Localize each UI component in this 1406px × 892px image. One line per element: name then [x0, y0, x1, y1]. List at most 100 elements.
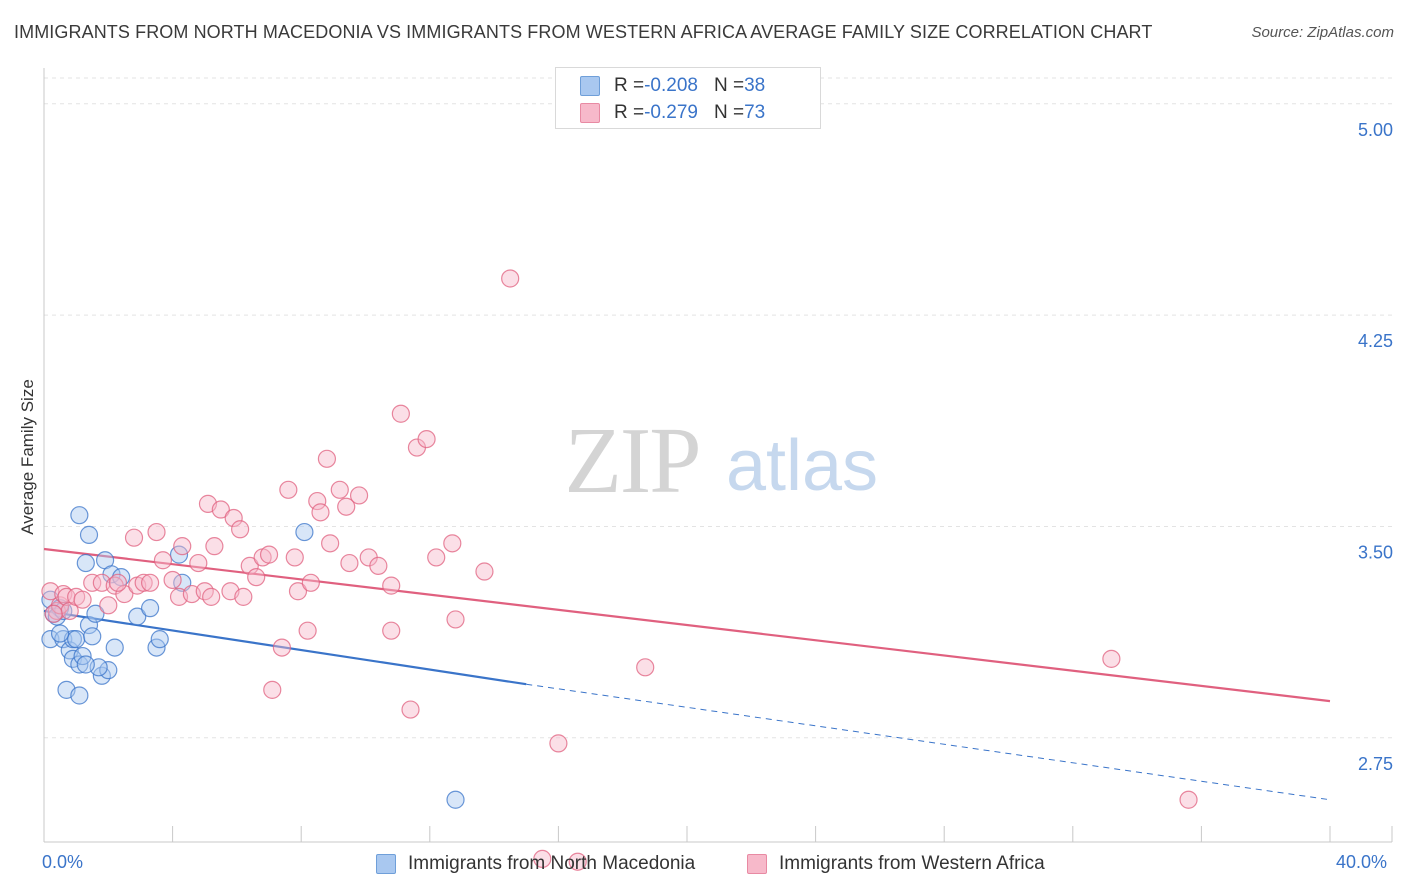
data-point-blue [446, 790, 465, 809]
data-point-pink [211, 500, 230, 519]
data-point-pink [147, 522, 166, 542]
data-point-pink [301, 573, 320, 592]
data-point-pink [337, 497, 356, 516]
data-point-pink [124, 528, 144, 547]
y-tick-label: 5.00 [1358, 120, 1393, 140]
data-point-blue [79, 615, 99, 635]
data-point-blue [128, 607, 147, 626]
legend-row-western-africa: R = -0.279 N = 73 [580, 101, 765, 125]
data-point-pink [308, 491, 327, 511]
data-point-blue [83, 627, 102, 646]
trend-line-blue [43, 609, 527, 686]
data-point-pink [189, 553, 208, 573]
bottom-legend-north-macedonia: Immigrants from North Macedonia [376, 852, 695, 876]
bottom-legend-swatch-blue [376, 854, 396, 874]
data-point-pink [443, 534, 462, 553]
y-tick-label: 2.75 [1358, 754, 1393, 774]
data-point-pink [173, 537, 192, 556]
data-points [41, 269, 1198, 871]
data-point-pink [417, 429, 436, 449]
bottom-legend-swatch-pink [747, 854, 767, 874]
data-point-blue [50, 624, 70, 643]
data-point-pink [134, 573, 153, 592]
data-point-blue [41, 630, 60, 649]
data-point-blue [70, 506, 89, 525]
data-point-blue [54, 630, 73, 649]
data-point-pink [44, 604, 63, 623]
data-point-pink [108, 573, 128, 592]
data-point-pink [47, 601, 66, 621]
data-point-pink [272, 638, 292, 657]
data-point-pink [263, 680, 282, 699]
y-axis-label: Average Family Size [18, 379, 37, 535]
x-tick-label-min: 0.0% [42, 852, 84, 872]
axes [43, 68, 1393, 843]
data-point-blue [67, 630, 86, 649]
legend-r-label: R = [614, 102, 645, 123]
data-point-pink [340, 553, 359, 573]
data-point-blue [76, 553, 95, 573]
data-point-pink [288, 582, 308, 601]
data-point-blue [86, 604, 105, 623]
data-point-pink [202, 587, 221, 606]
data-point-pink [1179, 790, 1198, 809]
data-point-pink [311, 503, 330, 522]
data-point-pink [153, 551, 173, 570]
grid-lines [44, 77, 1392, 739]
data-point-pink [501, 269, 520, 288]
data-point-pink [446, 610, 465, 629]
data-point-pink [427, 548, 446, 567]
data-point-pink [475, 562, 494, 581]
data-point-pink [240, 556, 259, 575]
watermark-atlas: atlas [726, 426, 878, 506]
data-point-pink [259, 545, 279, 564]
data-point-pink [330, 480, 349, 499]
source-label: Source: ZipAtlas.com [1251, 24, 1394, 41]
y-tick-labels: 2.75 3.50 4.25 5.00 [1358, 120, 1393, 774]
y-tick-label: 3.50 [1358, 542, 1393, 562]
data-point-pink [247, 568, 266, 587]
data-point-pink [533, 849, 552, 869]
legend-n-label: N = [713, 75, 745, 96]
legend-swatch-pink [580, 103, 600, 123]
data-point-pink [369, 556, 388, 575]
legend-n-value: 73 [744, 102, 766, 123]
data-point-blue [140, 599, 160, 618]
data-point-pink [73, 590, 92, 609]
data-point-pink [549, 734, 568, 753]
data-point-pink [224, 508, 243, 528]
x-tick-label-max: 40.0% [1336, 852, 1388, 872]
legend-n-label: N = [713, 102, 745, 123]
bottom-legend-label: Immigrants from North Macedonia [408, 853, 696, 874]
data-point-pink [205, 537, 224, 556]
data-point-blue [295, 522, 314, 542]
data-point-blue [76, 655, 95, 674]
data-point-pink [382, 576, 401, 595]
data-point-pink [83, 573, 102, 592]
data-point-pink [568, 852, 587, 871]
trend-lines [43, 547, 1331, 801]
data-point-pink [99, 596, 118, 615]
data-point-blue [70, 686, 89, 705]
chart-title: IMMIGRANTS FROM NORTH MACEDONIA VS IMMIG… [14, 22, 1153, 42]
bottom-legend-western-africa: Immigrants from Western Africa [747, 852, 1045, 876]
data-point-pink [298, 621, 317, 640]
data-point-pink [636, 658, 655, 677]
data-point-pink [231, 520, 250, 539]
watermark-zip: ZIP [565, 409, 700, 513]
legend-r-value: -0.208 [644, 75, 698, 96]
legend-r-value: -0.279 [644, 102, 698, 123]
data-point-pink [163, 570, 182, 590]
data-point-pink [1102, 649, 1121, 668]
bottom-legend-label: Immigrants from Western Africa [779, 853, 1045, 874]
data-point-pink [382, 621, 401, 640]
data-point-pink [234, 587, 253, 606]
correlation-legend: R = -0.208 N = 38 R = -0.279 N = 73 [555, 67, 821, 129]
data-point-pink [317, 449, 337, 468]
data-point-pink [321, 534, 340, 553]
legend-r-label: R = [614, 75, 645, 96]
legend-n-value: 38 [744, 75, 766, 96]
y-tick-label: 4.25 [1358, 331, 1393, 351]
data-point-pink [349, 486, 369, 505]
legend-swatch-blue [580, 76, 600, 96]
